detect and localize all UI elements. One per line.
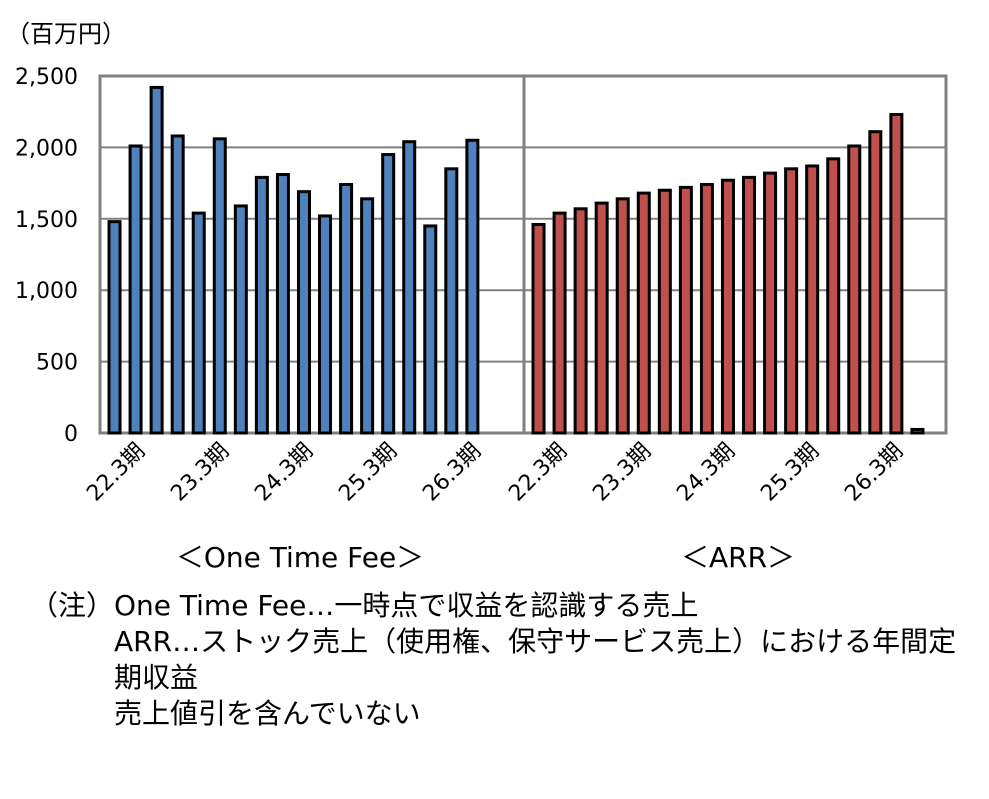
bar-arr <box>805 164 820 435</box>
x-tick-label: 26.3期 <box>418 439 486 507</box>
bar-one-time-fee <box>233 204 248 435</box>
bar-one-time-fee <box>170 134 185 435</box>
x-tick-label: 24.3期 <box>672 439 740 507</box>
y-axis-unit-label: （百万円） <box>6 20 126 48</box>
bar-one-time-fee <box>465 138 480 435</box>
bar-arr <box>699 183 714 435</box>
bar-one-time-fee <box>128 144 143 435</box>
bar-one-time-fee <box>212 137 227 435</box>
bar-one-time-fee <box>107 220 122 435</box>
bar-one-time-fee <box>339 183 354 435</box>
bar-one-time-fee <box>423 224 438 435</box>
bar-one-time-fee <box>296 190 311 435</box>
note-row: （注） One Time Fee…一時点で収益を認識する売上 <box>30 588 974 624</box>
bar-one-time-fee <box>444 167 459 435</box>
x-tick-label: 26.3期 <box>840 439 908 507</box>
bar-one-time-fee <box>381 153 396 435</box>
bar-arr <box>531 223 546 435</box>
bar-arr <box>678 185 693 435</box>
note-discount: 売上値引を含んでいない <box>114 697 421 730</box>
x-tick-label: 22.3期 <box>82 439 150 507</box>
bar-one-time-fee <box>149 85 164 435</box>
note-one-time-fee: One Time Fee…一時点で収益を認識する売上 <box>114 589 699 622</box>
x-axis-ticks: 22.3期 23.3期 24.3期 25.3期 26.3期 22.3期 23.3期 24.3期… <box>82 439 908 507</box>
bar-arr <box>594 201 609 435</box>
bar-one-time-fee <box>318 214 333 435</box>
x-tick-label: 25.3期 <box>756 439 824 507</box>
bar-arr <box>573 207 588 435</box>
x-tick-label: 24.3期 <box>250 439 318 507</box>
y-tick-label: 1,500 <box>15 208 78 233</box>
bar-arr <box>615 197 630 435</box>
group-label-arr: ＜ARR＞ <box>680 541 796 574</box>
bar-arr <box>784 167 799 435</box>
y-tick-label: 2,500 <box>15 65 78 90</box>
y-tick-label: 0 <box>64 422 78 447</box>
bar-arr <box>657 188 672 435</box>
bar-arr <box>552 211 567 435</box>
y-tick-label: 500 <box>36 351 78 376</box>
group-label-one-time-fee: ＜One Time Fee＞ <box>175 541 425 574</box>
bar-arr <box>763 171 778 435</box>
bar-arr <box>826 157 841 435</box>
bar-arr <box>636 191 651 435</box>
bar-one-time-fee <box>191 211 206 435</box>
x-tick-label: 22.3期 <box>504 439 572 507</box>
note-row: 売上値引を含んでいない <box>30 696 974 732</box>
x-tick-label: 25.3期 <box>334 439 402 507</box>
notes: （注） One Time Fee…一時点で収益を認識する売上 ARR…ストック売… <box>30 588 974 732</box>
bar-arr <box>742 175 757 435</box>
y-tick-label: 1,000 <box>15 279 78 304</box>
bar-one-time-fee <box>275 173 290 435</box>
bar-one-time-fee <box>360 197 375 435</box>
y-axis-ticks: 0 500 1,000 1,500 2,000 2,500 <box>15 65 78 447</box>
note-marker: （注） <box>30 589 115 622</box>
bar-arr <box>889 113 904 435</box>
x-tick-label: 23.3期 <box>588 439 656 507</box>
bar-one-time-fee <box>402 140 417 435</box>
note-row: ARR…ストック売上（使用権、保守サービス売上）における年間定期収益 <box>30 624 974 696</box>
bar-arr <box>910 427 925 435</box>
x-tick-label: 23.3期 <box>166 439 234 507</box>
y-tick-label: 2,000 <box>15 136 78 161</box>
bar-arr <box>868 130 883 435</box>
bar-one-time-fee <box>254 175 269 435</box>
bar-arr <box>847 144 862 435</box>
bars <box>107 85 925 435</box>
bar-arr <box>720 178 735 435</box>
note-arr: ARR…ストック売上（使用権、保守サービス売上）における年間定期収益 <box>114 625 957 694</box>
